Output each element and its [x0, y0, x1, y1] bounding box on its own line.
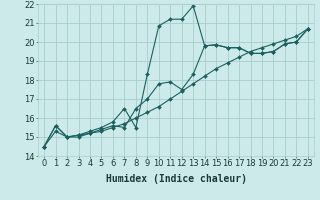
X-axis label: Humidex (Indice chaleur): Humidex (Indice chaleur): [106, 174, 246, 184]
